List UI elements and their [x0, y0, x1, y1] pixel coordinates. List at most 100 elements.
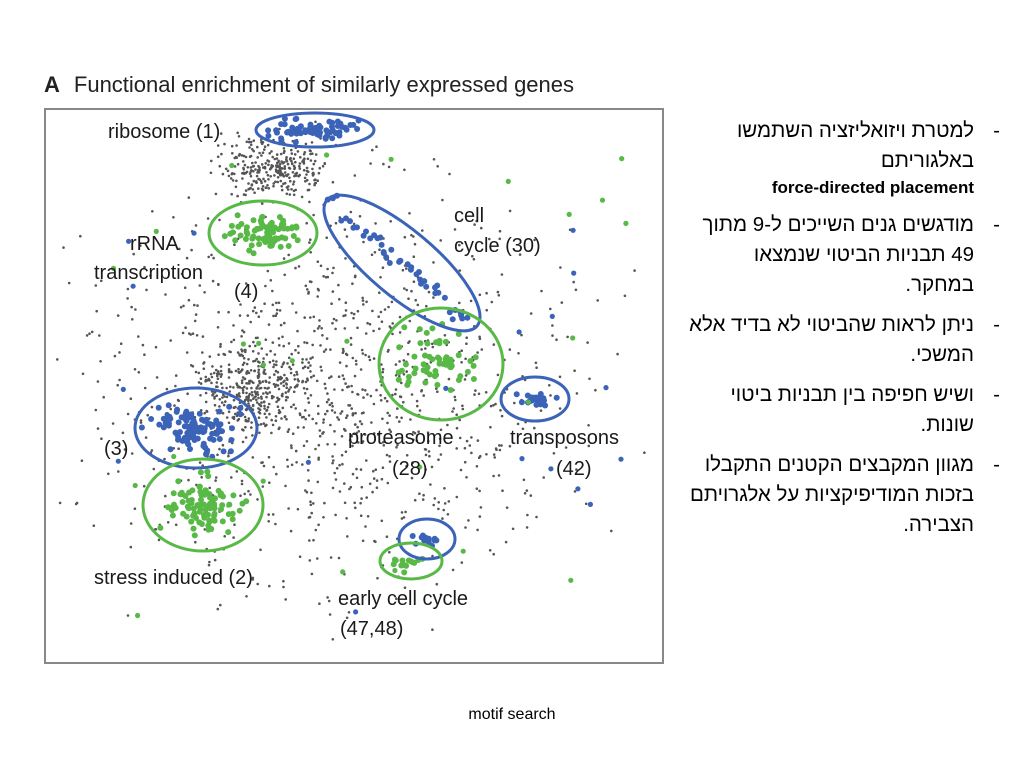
gene-dot [321, 334, 324, 337]
gene-dot [375, 479, 379, 482]
gene-dot [307, 516, 311, 519]
gene-dot [572, 280, 575, 284]
gene-dot [427, 439, 430, 443]
gene-dot [518, 253, 522, 256]
gene-dot [311, 167, 314, 171]
gene-dot [249, 166, 253, 169]
gene-dot [287, 253, 290, 257]
gene-dot [215, 372, 219, 376]
gene-dot [257, 368, 261, 372]
gene-dot [410, 233, 413, 237]
cluster-gene-dot-blue [175, 434, 182, 440]
gene-dot [497, 474, 501, 477]
gene-dot [596, 299, 599, 302]
gene-dot [264, 186, 268, 189]
cluster-gene-dot-green [420, 367, 427, 374]
gene-dot [257, 403, 261, 406]
gene-dot [307, 361, 311, 364]
gene-dot [344, 352, 348, 356]
gene-dot [540, 289, 543, 293]
gene-dot [357, 441, 360, 444]
gene-dot [344, 257, 347, 260]
gene-dot [227, 369, 231, 373]
gene-dot [317, 523, 320, 527]
gene-dot [443, 487, 446, 490]
gene-dot [351, 413, 355, 417]
gene-dot [343, 482, 346, 485]
gene-dot [323, 382, 327, 386]
cluster-gene-dot-green [412, 365, 419, 372]
gene-dot [219, 365, 223, 368]
scattered-gene-dot [115, 458, 121, 464]
cluster-gene-dot-blue [237, 405, 244, 411]
gene-dot [56, 358, 59, 361]
gene-dot [257, 371, 260, 374]
cluster-gene-dot-green [220, 493, 226, 500]
gene-dot [320, 327, 324, 330]
cluster-gene-dot-blue [187, 446, 193, 452]
gene-dot [476, 439, 480, 442]
cluster-gene-dot-green [196, 508, 203, 515]
bullet-item: - מודגשים גנים השייכים ל-9 מתוך 49 תבניו… [682, 210, 1000, 300]
gene-dot [378, 291, 381, 294]
gene-dot [208, 486, 211, 490]
gene-dot [421, 498, 425, 501]
gene-dot [292, 164, 296, 168]
gene-dot [330, 375, 333, 378]
gene-dot [296, 426, 300, 429]
gene-dot [272, 182, 275, 185]
gene-dot [330, 401, 334, 405]
cluster-gene-dot-green [179, 499, 186, 505]
cluster-gene-dot-blue [210, 436, 217, 443]
gene-dot [220, 373, 223, 376]
gene-dot [350, 384, 353, 388]
cluster-gene-dot-green [157, 524, 164, 531]
gene-dot [335, 319, 338, 322]
gene-dot [275, 301, 278, 305]
gene-dot [322, 350, 326, 353]
gene-dot [529, 494, 533, 497]
scattered-gene-dot [324, 152, 330, 158]
gene-dot [249, 143, 253, 147]
gene-dot [302, 162, 306, 165]
gene-dot [374, 468, 378, 472]
gene-dot [499, 409, 502, 412]
cluster-gene-dot-green [424, 340, 431, 347]
gene-dot [332, 317, 336, 321]
gene-dot [407, 297, 410, 300]
gene-dot [241, 440, 245, 444]
gene-dot [401, 268, 405, 272]
cluster-gene-dot-green [226, 501, 233, 508]
cluster-gene-dot-green [464, 368, 471, 375]
gene-dot [273, 157, 277, 161]
gene-dot [389, 220, 393, 223]
gene-dot [465, 336, 469, 339]
gene-dot [290, 188, 293, 191]
gene-dot [294, 266, 297, 270]
gene-dot [244, 193, 247, 197]
scattered-gene-dot [256, 340, 262, 346]
gene-dot [534, 361, 538, 365]
gene-dot [302, 153, 306, 156]
gene-dot [316, 557, 319, 560]
gene-dot [230, 192, 233, 196]
gene-dot [223, 142, 226, 146]
gene-dot [165, 387, 169, 391]
gene-dot [272, 382, 276, 386]
gene-dot [522, 478, 526, 482]
gene-dot [431, 342, 434, 346]
gene-dot [437, 507, 440, 511]
gene-dot [311, 343, 315, 347]
bullet-text-english: force-directed placement [771, 178, 974, 197]
gene-dot [439, 428, 443, 432]
gene-dot [372, 469, 375, 473]
gene-dot [290, 444, 293, 447]
cluster-gene-dot-blue [518, 399, 525, 406]
cluster-gene-dot-blue [388, 246, 395, 253]
gene-dot [199, 394, 202, 397]
gene-dot [555, 338, 558, 341]
gene-dot [286, 430, 290, 434]
gene-dot [274, 419, 278, 423]
gene-dot [263, 386, 267, 390]
scattered-gene-dot [516, 329, 522, 335]
